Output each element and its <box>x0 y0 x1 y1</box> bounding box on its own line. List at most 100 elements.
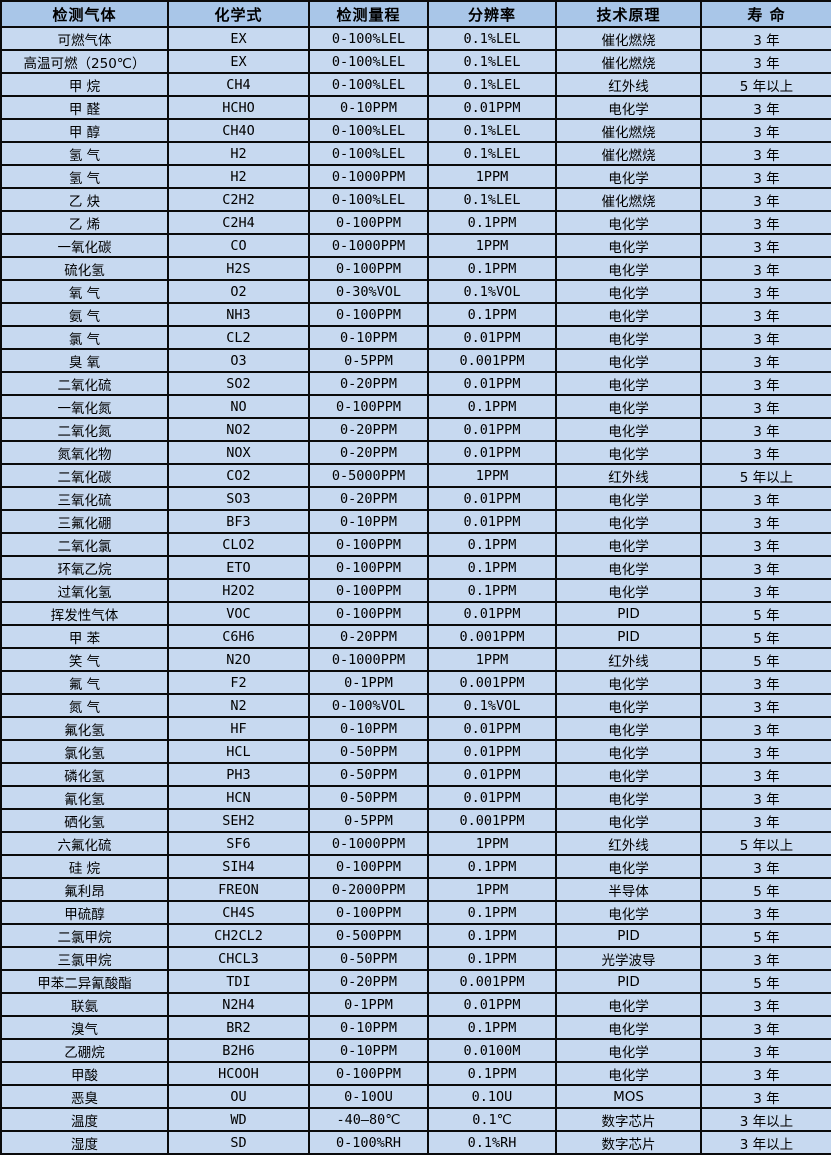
detection-range-cell: 0-5PPM <box>308 348 429 373</box>
detection-range-cell: 0-20PPM <box>308 969 429 994</box>
resolution-cell: 0.1%LEL <box>427 49 557 74</box>
table-row: 二氧化硫 SO2 0-20PPM 0.01PPM 电化学 3 年 <box>0 371 831 396</box>
resolution-cell: 0.1PPM <box>427 578 557 603</box>
detection-range-cell: -40—80℃ <box>308 1107 429 1132</box>
table-row: 氟 气 F2 0-1PPM 0.001PPM 电化学 3 年 <box>0 670 831 695</box>
table-row: 乙 烯 C2H4 0-100PPM 0.1PPM 电化学 3 年 <box>0 210 831 235</box>
table-header-row: 检测气体 化学式 检测量程 分辨率 技术原理 寿 命 <box>0 0 831 28</box>
gas-name-cell: 氮 气 <box>0 693 169 718</box>
resolution-cell: 0.1PPM <box>427 532 557 557</box>
resolution-cell: 1PPM <box>427 233 557 258</box>
lifespan-cell: 3 年 <box>700 1015 831 1040</box>
table-row: 可燃气体 EX 0-100%LEL 0.1%LEL 催化燃烧 3 年 <box>0 26 831 51</box>
lifespan-cell: 3 年 <box>700 739 831 764</box>
gas-name-cell: 氟 气 <box>0 670 169 695</box>
technology-principle-cell: 红外线 <box>555 831 702 856</box>
detection-range-cell: 0-1000PPM <box>308 233 429 258</box>
chemical-formula-cell: SEH2 <box>167 808 310 833</box>
resolution-cell: 0.001PPM <box>427 670 557 695</box>
gas-name-cell: 甲 醛 <box>0 95 169 120</box>
detection-range-cell: 0-100PPM <box>308 900 429 925</box>
detection-range-cell: 0-100PPM <box>308 532 429 557</box>
chemical-formula-cell: NO2 <box>167 417 310 442</box>
lifespan-cell: 3 年 <box>700 486 831 511</box>
technology-principle-cell: PID <box>555 969 702 994</box>
technology-principle-cell: 电化学 <box>555 555 702 580</box>
detection-range-cell: 0-50PPM <box>308 739 429 764</box>
lifespan-cell: 3 年 <box>700 716 831 741</box>
gas-name-cell: 氢 气 <box>0 141 169 166</box>
chemical-formula-cell: C2H4 <box>167 210 310 235</box>
lifespan-cell: 3 年 <box>700 348 831 373</box>
gas-name-cell: 高温可燃（250℃） <box>0 49 169 74</box>
table-row: 氧 气 O2 0-30%VOL 0.1%VOL 电化学 3 年 <box>0 279 831 304</box>
detection-range-cell: 0-30%VOL <box>308 279 429 304</box>
lifespan-cell: 3 年 <box>700 164 831 189</box>
resolution-cell: 1PPM <box>427 164 557 189</box>
resolution-cell: 0.1PPM <box>427 1061 557 1086</box>
table-row: 硅 烷 SIH4 0-100PPM 0.1PPM 电化学 3 年 <box>0 854 831 879</box>
chemical-formula-cell: OU <box>167 1084 310 1109</box>
resolution-cell: 0.1PPM <box>427 210 557 235</box>
resolution-cell: 0.01PPM <box>427 716 557 741</box>
detection-range-cell: 0-1PPM <box>308 670 429 695</box>
chemical-formula-cell: SO3 <box>167 486 310 511</box>
detection-range-cell: 0-100PPM <box>308 555 429 580</box>
chemical-formula-cell: CH4S <box>167 900 310 925</box>
chemical-formula-cell: CL2 <box>167 325 310 350</box>
technology-principle-cell: 催化燃烧 <box>555 26 702 51</box>
lifespan-cell: 3 年 <box>700 1038 831 1063</box>
table-row: 高温可燃（250℃） EX 0-100%LEL 0.1%LEL 催化燃烧 3 年 <box>0 49 831 74</box>
chemical-formula-cell: CH2CL2 <box>167 923 310 948</box>
resolution-cell: 0.1%LEL <box>427 72 557 97</box>
gas-name-cell: 温度 <box>0 1107 169 1132</box>
technology-principle-cell: 电化学 <box>555 486 702 511</box>
lifespan-cell: 3 年以上 <box>700 1130 831 1155</box>
table-row: 氢 气 H2 0-1000PPM 1PPM 电化学 3 年 <box>0 164 831 189</box>
resolution-cell: 0.1PPM <box>427 256 557 281</box>
detection-range-cell: 0-20PPM <box>308 486 429 511</box>
chemical-formula-cell: BF3 <box>167 509 310 534</box>
table-row: 硒化氢 SEH2 0-5PPM 0.001PPM 电化学 3 年 <box>0 808 831 833</box>
lifespan-cell: 3 年 <box>700 371 831 396</box>
lifespan-cell: 3 年 <box>700 394 831 419</box>
technology-principle-cell: 电化学 <box>555 716 702 741</box>
lifespan-cell: 3 年 <box>700 693 831 718</box>
gas-name-cell: 一氧化氮 <box>0 394 169 419</box>
detection-range-cell: 0-100PPM <box>308 601 429 626</box>
technology-principle-cell: 电化学 <box>555 900 702 925</box>
chemical-formula-cell: N2O <box>167 647 310 672</box>
table-body: 可燃气体 EX 0-100%LEL 0.1%LEL 催化燃烧 3 年高温可燃（250℃） E… <box>0 26 831 1155</box>
detection-range-cell: 0-10PPM <box>308 509 429 534</box>
resolution-cell: 1PPM <box>427 877 557 902</box>
table-row: 三氧化硫 SO3 0-20PPM 0.01PPM 电化学 3 年 <box>0 486 831 511</box>
chemical-formula-cell: HCN <box>167 785 310 810</box>
gas-name-cell: 磷化氢 <box>0 762 169 787</box>
gas-name-cell: 挥发性气体 <box>0 601 169 626</box>
technology-principle-cell: 电化学 <box>555 578 702 603</box>
gas-name-cell: 环氧乙烷 <box>0 555 169 580</box>
detection-range-cell: 0-100PPM <box>308 302 429 327</box>
technology-principle-cell: PID <box>555 923 702 948</box>
header-lifespan: 寿 命 <box>700 0 831 28</box>
technology-principle-cell: 电化学 <box>555 785 702 810</box>
lifespan-cell: 3 年 <box>700 578 831 603</box>
table-row: 甲 烷 CH4 0-100%LEL 0.1%LEL 红外线 5 年以上 <box>0 72 831 97</box>
resolution-cell: 0.01PPM <box>427 739 557 764</box>
technology-principle-cell: 电化学 <box>555 95 702 120</box>
lifespan-cell: 3 年 <box>700 900 831 925</box>
table-row: 联氨 N2H4 0-1PPM 0.01PPM 电化学 3 年 <box>0 992 831 1017</box>
technology-principle-cell: 电化学 <box>555 808 702 833</box>
lifespan-cell: 3 年 <box>700 26 831 51</box>
table-row: 氨 气 NH3 0-100PPM 0.1PPM 电化学 3 年 <box>0 302 831 327</box>
lifespan-cell: 3 年 <box>700 1061 831 1086</box>
gas-name-cell: 氟利昂 <box>0 877 169 902</box>
chemical-formula-cell: PH3 <box>167 762 310 787</box>
resolution-cell: 0.01PPM <box>427 325 557 350</box>
table-row: 溴气 BR2 0-10PPM 0.1PPM 电化学 3 年 <box>0 1015 831 1040</box>
technology-principle-cell: 电化学 <box>555 532 702 557</box>
technology-principle-cell: PID <box>555 601 702 626</box>
table-row: 环氧乙烷 ETO 0-100PPM 0.1PPM 电化学 3 年 <box>0 555 831 580</box>
chemical-formula-cell: B2H6 <box>167 1038 310 1063</box>
